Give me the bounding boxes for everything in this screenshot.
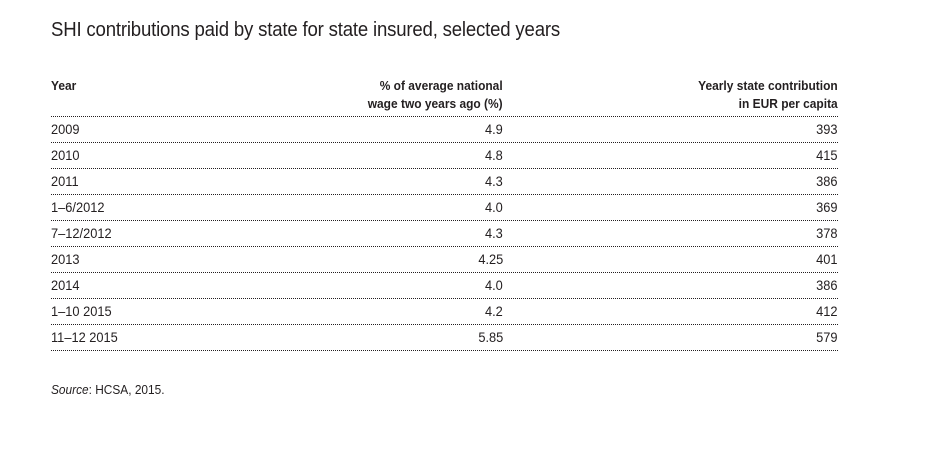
cell-eur: 579: [816, 330, 838, 345]
header-percent-wage-line1: % of average national: [380, 78, 503, 93]
header-year: Year: [51, 78, 77, 93]
cell-percent: 4.3: [485, 226, 503, 241]
cell-percent: 4.9: [485, 122, 503, 137]
source-label: Source: [51, 383, 89, 397]
cell-eur: 412: [816, 304, 838, 319]
cell-eur: 386: [816, 278, 838, 293]
source-note: Source: HCSA, 2015.: [51, 383, 165, 397]
cell-percent: 4.0: [485, 278, 503, 293]
cell-eur: 393: [816, 122, 838, 137]
table-header: Year % of average national wage two year…: [51, 76, 838, 117]
cell-eur: 415: [816, 148, 838, 163]
cell-year: 2009: [51, 122, 80, 137]
table-body: 2009 4.9 393 2010 4.8 415 2011 4.3 386 1…: [51, 117, 838, 351]
contributions-table: Year % of average national wage two year…: [51, 76, 838, 351]
table-row: 7–12/2012 4.3 378: [51, 221, 838, 247]
table-row: 2013 4.25 401: [51, 247, 838, 273]
table-row: 2010 4.8 415: [51, 143, 838, 169]
table-title: SHI contributions paid by state for stat…: [51, 19, 560, 41]
cell-year: 2010: [51, 148, 80, 163]
table-row: 2011 4.3 386: [51, 169, 838, 195]
cell-percent: 4.3: [485, 174, 503, 189]
cell-eur: 369: [816, 200, 838, 215]
cell-eur: 378: [816, 226, 838, 241]
cell-year: 11–12 2015: [51, 330, 118, 345]
header-state-contribution: Yearly state contribution in EUR per cap…: [698, 77, 838, 113]
cell-eur: 386: [816, 174, 838, 189]
table-row: 1–10 2015 4.2 412: [51, 299, 838, 325]
cell-year: 1–10 2015: [51, 304, 112, 319]
cell-year: 2013: [51, 252, 80, 267]
source-text: : HCSA, 2015.: [88, 383, 165, 397]
cell-percent: 4.0: [485, 200, 503, 215]
cell-year: 2011: [51, 174, 79, 189]
cell-percent: 4.25: [478, 252, 503, 267]
cell-percent: 4.2: [485, 304, 503, 319]
cell-percent: 5.85: [478, 330, 503, 345]
cell-eur: 401: [816, 252, 838, 267]
header-percent-wage-line2: wage two years ago (%): [368, 96, 503, 111]
header-percent-wage: % of average national wage two years ago…: [368, 77, 503, 113]
cell-year: 2014: [51, 278, 80, 293]
table-row: 2009 4.9 393: [51, 117, 838, 143]
header-state-contribution-line2: in EUR per capita: [738, 96, 838, 111]
cell-year: 7–12/2012: [51, 226, 112, 241]
header-state-contribution-line1: Yearly state contribution: [698, 78, 838, 93]
cell-percent: 4.8: [485, 148, 503, 163]
table-row: 2014 4.0 386: [51, 273, 838, 299]
table-row: 11–12 2015 5.85 579: [51, 325, 838, 351]
table-row: 1–6/2012 4.0 369: [51, 195, 838, 221]
cell-year: 1–6/2012: [51, 200, 105, 215]
